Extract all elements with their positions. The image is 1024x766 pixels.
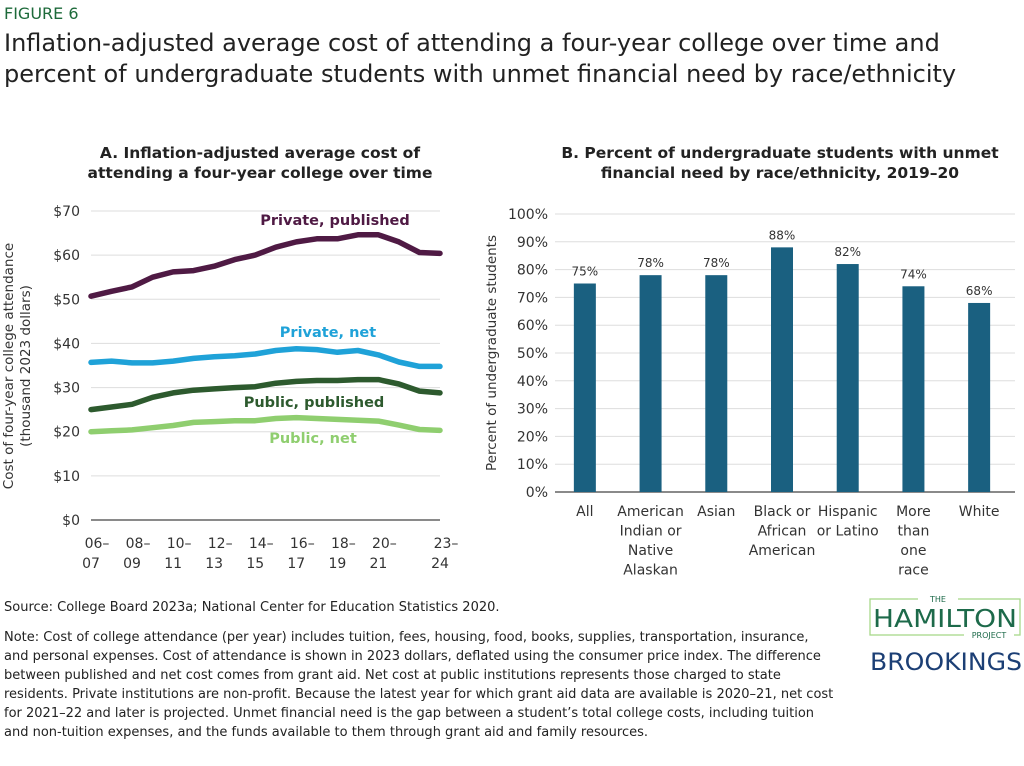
data-label: 68% — [966, 284, 993, 298]
y-tick-label: 0% — [526, 485, 548, 501]
x-tick-label: 09 — [123, 556, 141, 572]
footnote: Note: Cost of college attendance (per ye… — [4, 630, 834, 740]
x-tick-label: 21 — [369, 556, 387, 572]
bar — [573, 283, 596, 492]
x-category-label: All — [576, 504, 593, 520]
y-tick-label: $10 — [53, 469, 80, 485]
x-tick-label: 14– — [249, 536, 274, 552]
data-label: 82% — [834, 245, 861, 259]
x-category-label: More — [896, 504, 931, 520]
y-tick-label: $60 — [53, 248, 80, 264]
x-category-label: Alaskan — [623, 563, 678, 579]
y-tick-label: 50% — [517, 346, 548, 362]
series-label: Private, net — [280, 325, 376, 341]
hamilton-project-logo: THE HAMILTON PROJECT — [869, 594, 1021, 640]
source-note: Source: College Board 2023a; National Ce… — [4, 600, 500, 615]
series-label: Public, published — [244, 395, 385, 411]
x-category-label: African — [758, 524, 807, 540]
data-label: 88% — [769, 228, 796, 242]
series-line — [88, 345, 443, 370]
x-category-label: Indian or — [620, 524, 682, 540]
bar — [639, 275, 662, 492]
data-label: 78% — [637, 256, 664, 270]
bar — [705, 275, 728, 492]
y-axis-label: Cost of four-year college attendance(tho… — [1, 243, 34, 489]
x-tick-label: 13 — [205, 556, 223, 572]
bar — [836, 264, 859, 492]
brookings-logo: BROOKINGS — [870, 648, 1022, 676]
bar — [968, 302, 991, 492]
y-tick-label: $20 — [53, 425, 80, 441]
x-category-label: American — [617, 504, 684, 520]
x-tick-label: 18– — [331, 536, 356, 552]
x-category-label: Black or — [754, 504, 811, 520]
x-tick-label: 12– — [208, 536, 233, 552]
x-category-label: one — [900, 543, 926, 559]
series-line — [88, 232, 443, 299]
x-category-label: American — [749, 543, 816, 559]
y-tick-label: $50 — [53, 292, 80, 308]
x-tick-label: 10– — [167, 536, 192, 552]
x-category-label: Hispanic — [818, 504, 878, 520]
series-label: Private, published — [260, 213, 410, 229]
x-tick-label: 15 — [246, 556, 264, 572]
series-line — [88, 376, 443, 413]
x-category-label: Native — [628, 543, 673, 559]
figure-label: FIGURE 6 — [4, 4, 79, 23]
x-tick-label: 06– — [85, 536, 110, 552]
y-tick-label: 70% — [517, 290, 548, 306]
x-category-label: race — [898, 563, 929, 579]
logos: THE HAMILTON PROJECT BROOKINGS — [869, 594, 1022, 676]
figure-title: Inflation-adjusted average cost of atten… — [4, 29, 957, 88]
x-category-label: Asian — [697, 504, 735, 520]
y-tick-label: 100% — [508, 207, 548, 223]
x-tick-label: 07 — [82, 556, 100, 572]
y-tick-label: $40 — [53, 336, 80, 352]
svg-text:PROJECT: PROJECT — [972, 631, 1007, 640]
svg-text:HAMILTON: HAMILTON — [873, 604, 1017, 633]
x-category-label: White — [959, 504, 1000, 520]
y-tick-label: 40% — [517, 374, 548, 390]
y-tick-label: 30% — [517, 402, 548, 418]
y-tick-label: 20% — [517, 429, 548, 445]
y-tick-label: 60% — [517, 318, 548, 334]
y-tick-label: $0 — [62, 513, 80, 529]
bar — [902, 286, 925, 492]
y-tick-label: $30 — [53, 381, 80, 397]
x-tick-label: 17 — [287, 556, 305, 572]
y-tick-label: 80% — [517, 263, 548, 279]
x-tick-label: 08– — [126, 536, 151, 552]
y-tick-label: 10% — [517, 457, 548, 473]
y-tick-label: $70 — [53, 204, 80, 220]
data-label: 74% — [900, 267, 927, 281]
charts: $0 $10 $20 $30 $40 $50 $60 $70 06– 07 08– 09 10– 11 12… — [1, 204, 1015, 579]
x-tick-label: 20– — [372, 536, 397, 552]
data-label: 78% — [703, 256, 730, 270]
bar — [771, 247, 793, 492]
series-label: Public, net — [269, 431, 357, 447]
y-axis-label: Percent of undergraduate students — [484, 235, 500, 471]
y-tick-label: 90% — [517, 235, 548, 251]
panel-a-title: A. Inflation-adjusted average cost of at… — [87, 144, 433, 182]
x-category-label: or Latino — [817, 524, 879, 540]
x-category-label: than — [898, 524, 930, 540]
series-line — [88, 414, 443, 435]
data-label: 75% — [572, 265, 599, 279]
x-tick-label: 23– — [434, 536, 459, 552]
svg-text:THE: THE — [929, 595, 946, 604]
x-tick-label: 16– — [290, 536, 315, 552]
x-tick-label: 24 — [431, 556, 449, 572]
x-tick-label: 19 — [328, 556, 346, 572]
x-tick-label: 11 — [164, 556, 182, 572]
panel-b-title: B. Percent of undergraduate students wit… — [561, 144, 999, 182]
